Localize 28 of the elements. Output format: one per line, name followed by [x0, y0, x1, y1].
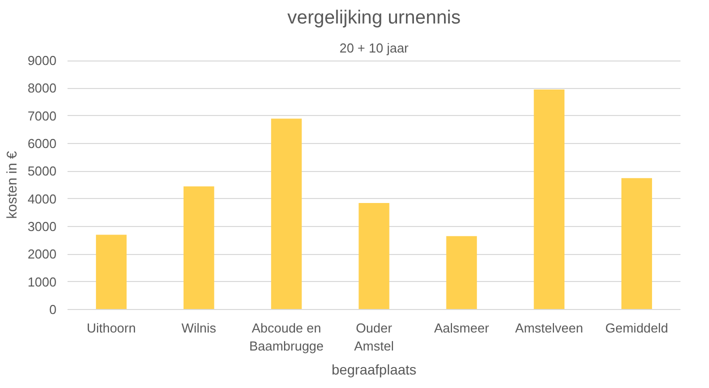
y-tick-label: 1000: [28, 274, 56, 290]
y-tick-label: 7000: [28, 108, 56, 124]
x-tick-label: Gemiddeld: [605, 320, 668, 336]
bar: [184, 186, 214, 310]
x-axis-title: begraafplaats: [332, 362, 416, 378]
y-tick-label: 4000: [28, 191, 56, 206]
bar: [271, 118, 302, 310]
bar: [96, 234, 127, 310]
x-tick-label: Uithoorn: [86, 320, 136, 336]
chart-subtitle: 20 + 10 jaar: [339, 40, 410, 56]
chart-title: vergelijking urnennis: [287, 8, 461, 28]
y-tick-label: 5000: [28, 164, 56, 179]
y-tick-label: 9000: [28, 53, 56, 68]
y-axis-title: kosten in €: [4, 150, 20, 219]
y-tick-label: 2000: [28, 246, 56, 262]
x-tick-label: Ouder Amstel: [354, 320, 394, 354]
bar: [534, 90, 564, 310]
y-tick-label: 3000: [28, 219, 56, 234]
y-tick-label: 8000: [28, 80, 56, 96]
bar: [446, 236, 477, 310]
x-tick-label: Aalsmeer: [434, 320, 490, 336]
x-tick-label: Abcoude en Baambrugge: [249, 320, 324, 354]
y-tick-label: 6000: [28, 136, 56, 151]
bar: [621, 178, 652, 310]
bar: [358, 202, 390, 310]
x-tick-label: Wilnis: [182, 320, 217, 336]
x-tick-label: Amstelveen: [515, 320, 584, 336]
y-tick-label: 0: [49, 302, 57, 317]
